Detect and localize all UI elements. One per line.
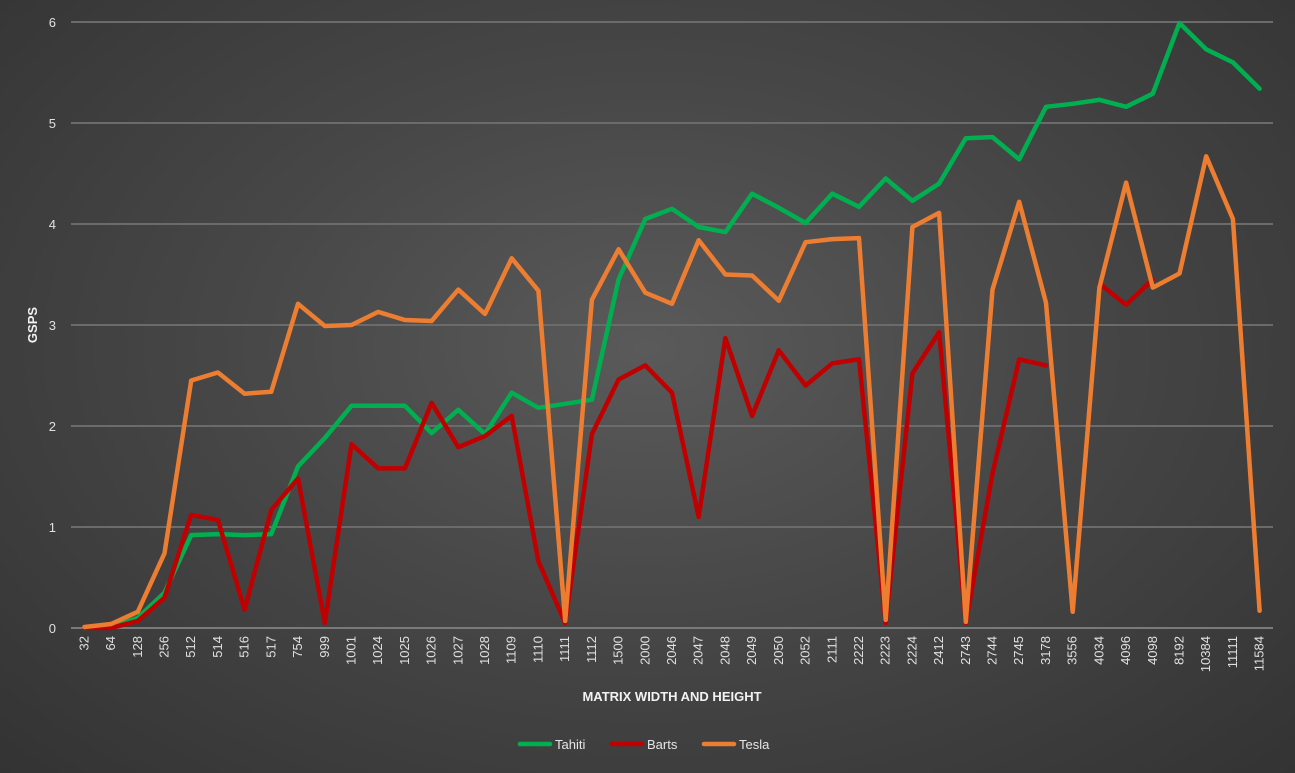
x-tick-label: 2046	[664, 636, 679, 665]
y-axis-title: GSPS	[25, 307, 40, 343]
gridlines	[71, 21, 1273, 629]
x-tick-label: 4098	[1145, 636, 1160, 665]
x-tick-label: 1110	[530, 636, 545, 663]
x-tick-label: 4096	[1118, 636, 1133, 665]
x-tick-label: 2111	[824, 636, 839, 663]
series-barts	[82, 277, 1156, 631]
x-tick-label: 2049	[744, 636, 759, 665]
x-tick-label: 1112	[584, 636, 599, 663]
x-tick-label: 2050	[771, 636, 786, 665]
series-line	[82, 154, 1262, 630]
series-line	[82, 277, 1156, 631]
series-tahiti	[82, 20, 1262, 631]
series-line	[82, 20, 1262, 631]
y-tick-label: 4	[49, 217, 56, 232]
y-tick-label: 0	[49, 621, 56, 636]
y-tick-label: 6	[49, 15, 56, 30]
x-tick-label: 1109	[504, 636, 519, 664]
x-tick-label: 11111	[1225, 636, 1240, 668]
series-lines	[82, 20, 1262, 631]
x-tick-label: 512	[183, 636, 198, 658]
x-tick-label: 4034	[1091, 636, 1106, 665]
x-tick-label: 2052	[798, 636, 813, 665]
x-tick-label: 514	[210, 636, 225, 658]
x-tick-label: 2224	[904, 636, 919, 665]
x-tick-label: 32	[76, 636, 91, 650]
y-tick-label: 5	[49, 116, 56, 131]
x-tick-label: 1111	[557, 636, 572, 662]
series-tesla	[82, 154, 1262, 630]
x-tick-label: 2743	[958, 636, 973, 665]
x-tick-label: 1027	[450, 636, 465, 665]
x-tick-label: 10384	[1198, 636, 1213, 672]
x-tick-label: 1025	[397, 636, 412, 665]
legend-label: Tesla	[739, 737, 770, 752]
y-tick-label: 1	[49, 520, 56, 535]
legend-item-tesla: Tesla	[701, 737, 770, 752]
x-tick-label: 1028	[477, 636, 492, 665]
x-tick-label: 1001	[343, 636, 358, 665]
legend-label: Tahiti	[555, 737, 585, 752]
x-tick-label: 2047	[691, 636, 706, 665]
x-tick-label: 256	[156, 636, 171, 658]
x-tick-label: 516	[237, 636, 252, 658]
x-tick-label: 3178	[1038, 636, 1053, 665]
y-tick-label: 2	[49, 419, 56, 434]
x-tick-label: 128	[130, 636, 145, 658]
x-tick-label: 2412	[931, 636, 946, 665]
x-axis-title: MATRIX WIDTH AND HEIGHT	[582, 689, 761, 704]
x-tick-label: 1500	[611, 636, 626, 665]
x-tick-label: 2223	[878, 636, 893, 665]
x-tick-label: 517	[263, 636, 278, 658]
x-tick-label: 999	[317, 636, 332, 658]
x-tick-label: 11584	[1252, 636, 1267, 671]
x-tick-label: 8192	[1172, 636, 1187, 665]
x-tick-label: 1024	[370, 636, 385, 665]
y-axis-ticks: 0 1 2 3 4 5 6	[49, 15, 56, 636]
x-tick-label: 2222	[851, 636, 866, 665]
x-axis-ticks: 32 64 128 256 512 514 516 517 754 999 1001 1024 1025…	[76, 636, 1266, 672]
x-tick-label: 2745	[1011, 636, 1026, 665]
legend-item-barts: Barts	[609, 737, 678, 752]
x-tick-label: 2000	[637, 636, 652, 665]
x-tick-label: 2744	[985, 636, 1000, 665]
x-tick-label: 2048	[717, 636, 732, 665]
x-tick-label: 754	[290, 636, 305, 658]
legend-label: Barts	[647, 737, 678, 752]
legend: Tahiti Barts Tesla	[517, 737, 770, 752]
x-tick-label: 64	[103, 636, 118, 650]
y-tick-label: 3	[49, 318, 56, 333]
x-tick-label: 1026	[424, 636, 439, 665]
x-tick-label: 3556	[1065, 636, 1080, 665]
legend-item-tahiti: Tahiti	[517, 737, 585, 752]
